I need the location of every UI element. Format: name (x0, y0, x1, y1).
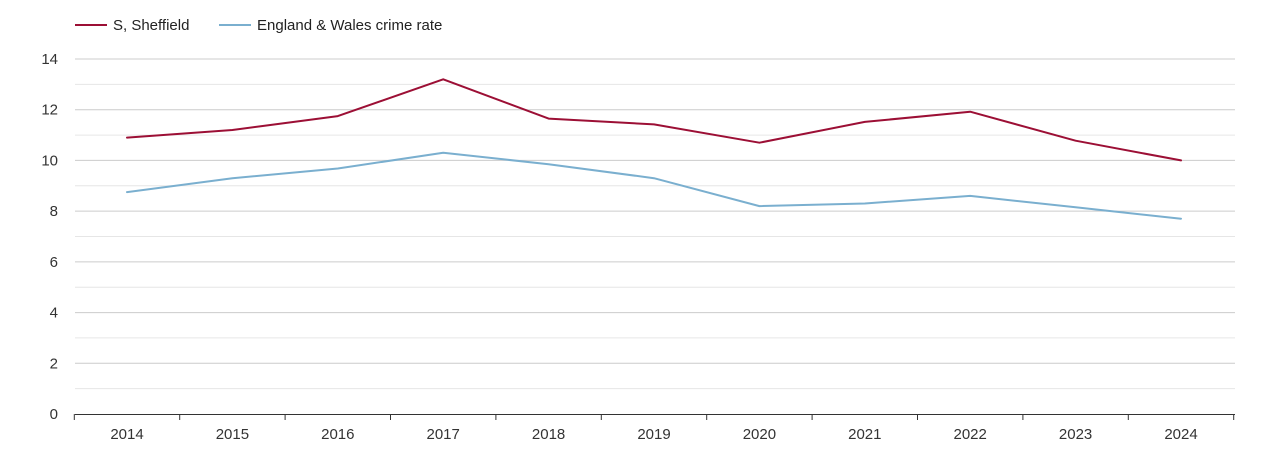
legend: S, Sheffield England & Wales crime rate (75, 17, 442, 34)
x-tick-label: 2024 (1164, 426, 1197, 443)
series-group (126, 78, 1182, 220)
x-tick-label: 2018 (532, 426, 565, 443)
y-tick-label: 8 (50, 203, 58, 220)
legend-label-sheffield: S, Sheffield (113, 17, 189, 34)
legend-item-england-wales[interactable]: England & Wales crime rate (219, 17, 442, 34)
y-axis: 0 2 4 6 8 10 12 14 (41, 51, 58, 423)
x-tick-label: 2021 (848, 426, 881, 443)
y-tick-label: 10 (41, 152, 58, 169)
x-tick-label: 2019 (637, 426, 670, 443)
y-tick-label: 0 (50, 406, 58, 423)
x-tick-label: 2020 (743, 426, 776, 443)
series-line-s-sheffield (126, 78, 1182, 162)
gridlines (75, 58, 1235, 390)
legend-item-sheffield[interactable]: S, Sheffield (75, 17, 189, 34)
x-tick-label: 2017 (427, 426, 460, 443)
x-tick-label: 2015 (216, 426, 249, 443)
legend-label-england-wales: England & Wales crime rate (257, 17, 442, 34)
x-tick-label: 2016 (321, 426, 354, 443)
y-tick-label: 4 (50, 305, 58, 322)
x-tick-label: 2023 (1059, 426, 1092, 443)
x-axis: 2014 2015 2016 2017 2018 2019 2020 2021 2022 2023… (73, 414, 1235, 443)
y-tick-label: 6 (50, 254, 58, 271)
y-tick-label: 12 (41, 102, 58, 119)
x-tick-label: 2014 (110, 426, 143, 443)
x-tick-label: 2022 (954, 426, 987, 443)
y-tick-label: 14 (41, 51, 58, 68)
y-tick-label: 2 (50, 355, 58, 372)
series-line-england-wales-crime-rate (126, 151, 1182, 220)
